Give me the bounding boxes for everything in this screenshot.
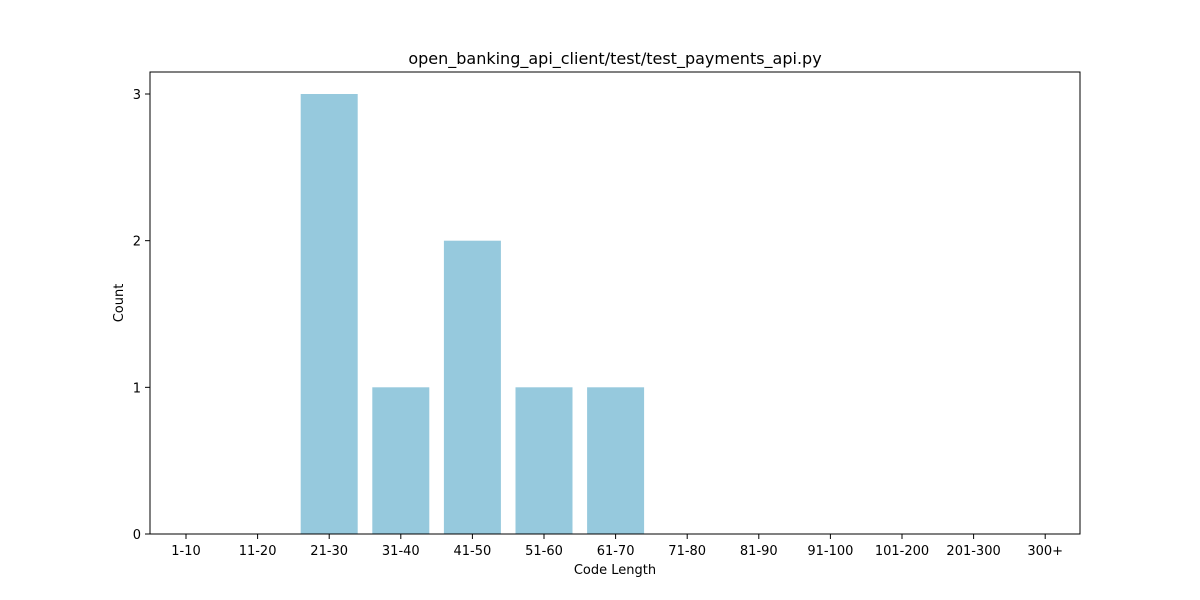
bar-51-60 — [515, 387, 573, 534]
y-tick-label: 1 — [133, 381, 141, 396]
x-axis-label: Code Length — [574, 563, 656, 578]
x-tick-label: 81-90 — [740, 544, 778, 559]
x-tick-label: 1-10 — [171, 544, 201, 559]
x-tick-label: 91-100 — [807, 544, 853, 559]
x-tick-label: 41-50 — [454, 544, 492, 559]
x-tick-label: 61-70 — [597, 544, 635, 559]
plot-area-frame — [149, 71, 1081, 535]
y-tick-label: 3 — [133, 88, 141, 103]
y-tick-label: 0 — [133, 528, 141, 543]
bar-61-70 — [587, 387, 645, 534]
chart-title: open_banking_api_client/test/test_paymen… — [408, 49, 821, 69]
x-tick-label: 51-60 — [525, 544, 563, 559]
y-axis-label: Count — [112, 284, 127, 323]
x-tick-label: 21-30 — [310, 544, 348, 559]
y-axis-ticks: 0 1 2 3 — [133, 88, 150, 543]
y-tick-label: 2 — [133, 235, 141, 250]
x-tick-label: 101-200 — [875, 544, 929, 559]
x-axis-ticks: 1-10 11-20 21-30 31-40 41-50 51-60 61-70 71-80 8… — [171, 534, 1063, 559]
x-tick-label: 11-20 — [239, 544, 277, 559]
bar-41-50 — [443, 240, 501, 534]
bar-31-40 — [372, 387, 430, 534]
x-tick-label: 300+ — [1027, 544, 1063, 559]
x-tick-label: 71-80 — [668, 544, 706, 559]
x-tick-label: 31-40 — [382, 544, 420, 559]
bars-group — [300, 94, 645, 534]
x-tick-label: 201-300 — [946, 544, 1000, 559]
bar-21-30 — [300, 94, 358, 534]
